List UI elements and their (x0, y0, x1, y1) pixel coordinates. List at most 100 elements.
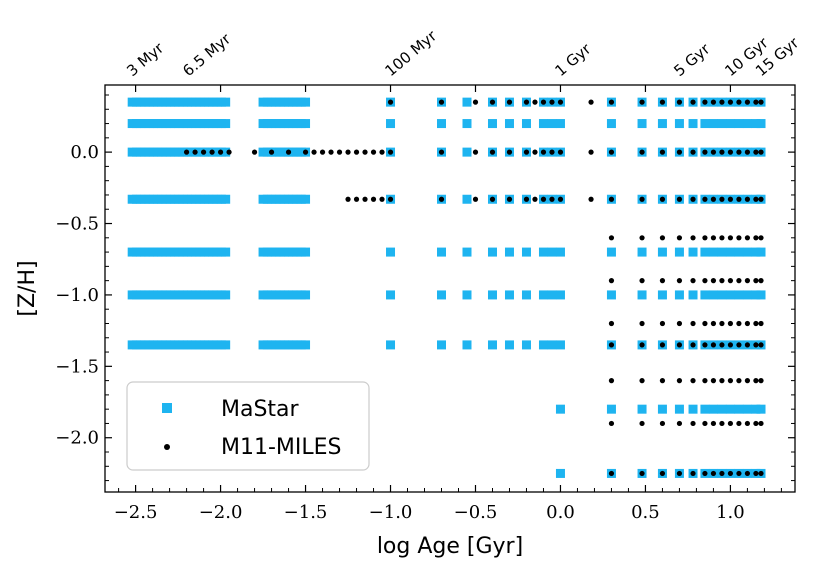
mastar-point (657, 290, 667, 300)
m11-miles-point (336, 149, 343, 155)
m11-miles-point (727, 99, 734, 105)
y-tick-label: −1.5 (55, 356, 99, 377)
mastar-point (547, 119, 557, 129)
m11-miles-point (702, 278, 708, 284)
mastar-point (756, 119, 766, 129)
m11-miles-point (702, 378, 708, 384)
m11-miles-point (532, 99, 538, 105)
mastar-point (301, 247, 311, 257)
m11-miles-point (251, 149, 258, 155)
m11-miles-point (744, 278, 751, 284)
mastar-point (734, 404, 744, 414)
m11-miles-point (736, 470, 742, 477)
m11-miles-point (727, 320, 734, 327)
m11-miles-point (192, 149, 198, 155)
mastar-point (221, 119, 231, 129)
m11-miles-point (588, 196, 594, 202)
m11-miles-point (200, 149, 207, 155)
mastar-point (462, 340, 472, 350)
m11-miles-point (226, 149, 232, 155)
mastar-point (555, 247, 565, 257)
m11-miles-point (608, 320, 615, 327)
mastar-point (462, 290, 472, 300)
m11-miles-point (608, 342, 615, 348)
legend-box (126, 381, 370, 471)
mastar-point (462, 119, 472, 129)
m11-miles-point (268, 149, 275, 155)
mastar-point (756, 404, 766, 414)
m11-miles-point (659, 196, 666, 202)
m11-miles-point (639, 99, 645, 105)
mastar-point (606, 247, 616, 257)
mastar-point (734, 290, 744, 300)
m11-miles-point (676, 196, 683, 202)
x-tick-label: 0.0 (546, 502, 575, 523)
m11-miles-point (702, 196, 708, 202)
m11-miles-point (719, 342, 725, 348)
mastar-point (462, 247, 472, 257)
m11-miles-point (753, 235, 759, 241)
mastar-point (521, 290, 531, 300)
mastar-point (734, 247, 744, 257)
m11-miles-point (710, 420, 717, 427)
m11-miles-point (758, 378, 764, 384)
mastar-point (756, 290, 766, 300)
m11-miles-point (676, 420, 683, 427)
mastar-point (717, 404, 727, 414)
m11-miles-point (319, 149, 326, 155)
mastar-point (547, 290, 557, 300)
mastar-point (708, 247, 718, 257)
m11-miles-point (523, 99, 530, 105)
m11-miles-point (690, 99, 696, 105)
m11-miles-point (758, 342, 764, 348)
m11-miles-point (302, 149, 309, 155)
m11-miles-point (710, 196, 717, 202)
m11-miles-point (719, 235, 725, 241)
m11-miles-point (736, 378, 742, 384)
x-tick-label: 1.0 (716, 502, 745, 523)
mastar-point (386, 340, 396, 350)
m11-miles-point (744, 470, 751, 477)
m11-miles-point (744, 320, 751, 327)
mastar-point (538, 119, 548, 129)
mastar-point (555, 404, 565, 414)
mastar-point (301, 97, 311, 107)
m11-miles-point (549, 149, 555, 155)
mastar-point (301, 340, 311, 350)
m11-miles-point (540, 149, 547, 155)
m11-miles-point (719, 99, 725, 105)
m11-miles-point (744, 342, 751, 348)
m11-miles-point (758, 470, 764, 477)
mastar-point (700, 119, 710, 129)
m11-miles-point (362, 149, 368, 155)
mastar-point (725, 404, 735, 414)
m11-miles-point (710, 320, 717, 327)
m11-miles-point (438, 196, 445, 202)
m11-miles-point (549, 196, 555, 202)
y-tick-label: −0.5 (55, 214, 99, 235)
m11-miles-point (758, 235, 764, 241)
m11-miles-point (549, 99, 555, 105)
m11-miles-point (353, 196, 360, 202)
legend-mastar-label: MaStar (221, 397, 300, 422)
m11-miles-point (744, 149, 751, 155)
x-axis-label: log Age [Gyr] (377, 534, 523, 559)
mastar-point (437, 119, 447, 129)
m11-miles-point (753, 278, 759, 284)
m11-miles-point (540, 196, 547, 202)
m11-miles-point (489, 149, 496, 155)
m11-miles-point (690, 320, 696, 327)
m11-miles-point (659, 278, 666, 284)
top-age-label: 1 Gyr (551, 39, 595, 80)
m11-miles-point (639, 278, 645, 284)
m11-miles-point (758, 420, 764, 427)
m11-miles-point (489, 99, 496, 105)
m11-miles-point (702, 320, 708, 327)
m11-miles-point (659, 378, 666, 384)
mastar-point (657, 247, 667, 257)
m11-miles-point (736, 420, 742, 427)
m11-miles-point (676, 470, 683, 477)
m11-miles-point (639, 320, 645, 327)
m11-miles-point (489, 196, 496, 202)
